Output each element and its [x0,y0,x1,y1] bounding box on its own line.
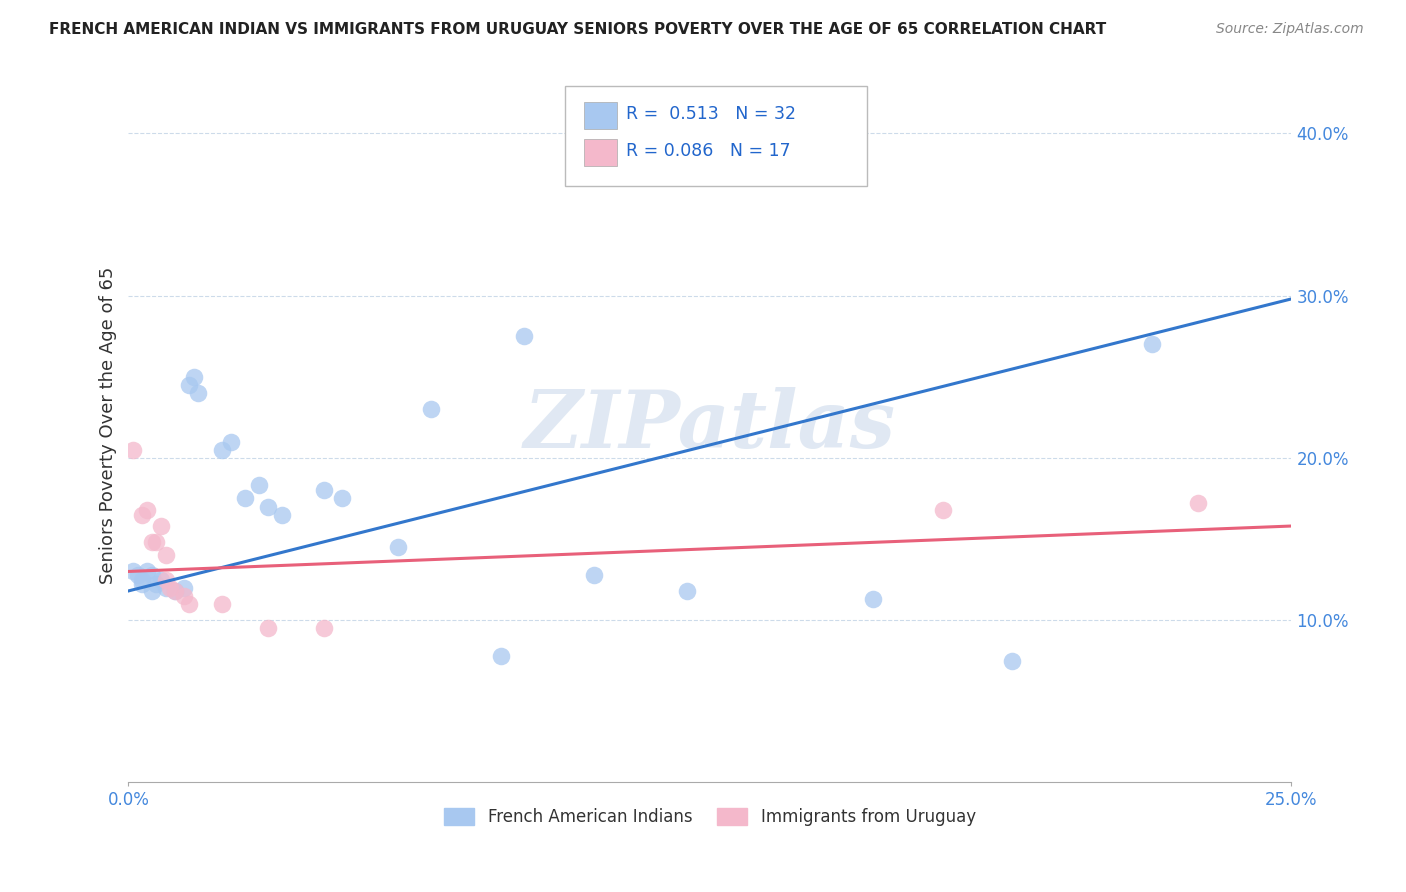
Point [312,621,335,635]
Point [211,597,233,611]
Point [173,581,195,595]
Point [387,540,409,554]
Text: Source: ZipAtlas.com: Source: ZipAtlas.com [1216,22,1364,37]
Point [931,503,953,517]
Point [122,565,145,579]
Point [155,548,177,562]
Point [131,573,153,587]
Text: R =  0.513   N = 32: R = 0.513 N = 32 [626,105,796,123]
Point [332,491,354,506]
Point [862,592,884,607]
Point [136,565,159,579]
Point [131,508,153,522]
Point [155,581,177,595]
Point [247,478,270,492]
Point [150,519,173,533]
Point [582,567,605,582]
Point [211,442,233,457]
Point [1001,654,1024,668]
Point [141,535,163,549]
Text: FRENCH AMERICAN INDIAN VS IMMIGRANTS FROM URUGUAY SENIORS POVERTY OVER THE AGE O: FRENCH AMERICAN INDIAN VS IMMIGRANTS FRO… [49,22,1107,37]
Point [233,491,256,506]
Point [1187,496,1209,510]
Point [187,386,209,401]
Legend: French American Indians, Immigrants from Uruguay: French American Indians, Immigrants from… [436,800,984,835]
FancyBboxPatch shape [565,87,868,186]
Point [131,577,153,591]
FancyBboxPatch shape [585,102,617,129]
Point [419,402,441,417]
FancyBboxPatch shape [585,139,617,166]
Point [150,573,173,587]
Point [257,621,280,635]
Point [489,648,512,663]
Point [127,567,149,582]
Point [271,508,294,522]
Point [513,329,536,343]
Text: R = 0.086   N = 17: R = 0.086 N = 17 [626,143,790,161]
Point [312,483,335,498]
Point [163,583,186,598]
Point [155,573,177,587]
Point [219,434,242,449]
Point [136,503,159,517]
Point [183,369,205,384]
Point [163,583,186,598]
Point [257,500,280,514]
Point [141,567,163,582]
Point [173,589,195,603]
Point [675,583,697,598]
Point [177,377,200,392]
Point [122,442,145,457]
Point [1140,337,1163,351]
Point [177,597,200,611]
Point [159,581,181,595]
Point [145,535,167,549]
Point [145,577,167,591]
Point [141,583,163,598]
Text: ZIPatlas: ZIPatlas [524,387,896,464]
Y-axis label: Seniors Poverty Over the Age of 65: Seniors Poverty Over the Age of 65 [100,267,117,584]
